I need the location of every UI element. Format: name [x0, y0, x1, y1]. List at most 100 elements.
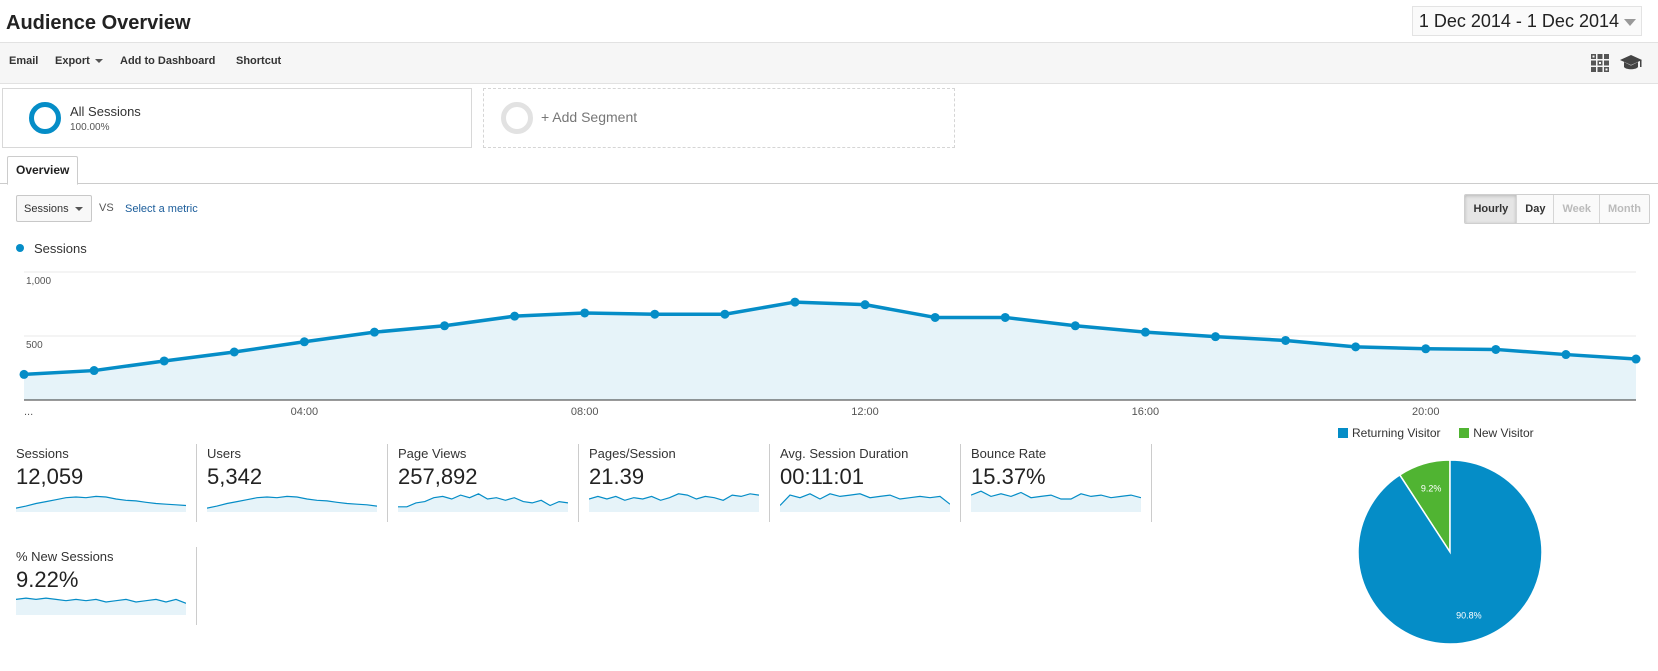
scorecard-label: Sessions [16, 446, 69, 461]
segment-all-sessions[interactable]: All Sessions 100.00% [2, 88, 472, 148]
sparkline [589, 493, 759, 512]
date-range-label: 1 Dec 2014 - 1 Dec 2014 [1418, 11, 1619, 31]
page-title: Audience Overview [6, 12, 191, 34]
data-point[interactable] [19, 369, 29, 379]
pie-slice-label: 9.2% [1421, 484, 1442, 494]
data-point[interactable] [440, 321, 450, 331]
scorecard-value: 00:11:01 [780, 464, 865, 489]
segment-donut-icon [29, 102, 61, 134]
x-tick-label: 20:00 [1412, 406, 1440, 418]
data-point[interactable] [860, 300, 870, 310]
data-point[interactable] [720, 309, 730, 319]
x-tick-label: ... [24, 406, 33, 418]
grid-icon[interactable] [1590, 53, 1610, 73]
data-point[interactable] [89, 366, 99, 376]
sessions-line [23, 300, 1637, 377]
tab-overview[interactable]: Overview [7, 156, 79, 185]
scorecard-page-views[interactable]: Page Views 257,892 [398, 446, 578, 524]
data-point[interactable] [1631, 354, 1641, 364]
sparkline [398, 493, 568, 512]
data-point[interactable] [510, 311, 520, 321]
data-point[interactable] [1561, 350, 1571, 360]
sparkline-line [207, 495, 377, 509]
export-label: Export [55, 55, 90, 67]
pie-slice-returning-visitor[interactable] [1357, 459, 1543, 645]
data-point[interactable] [1140, 327, 1150, 337]
sessions-area [24, 302, 1636, 400]
scorecard-label: Users [207, 446, 241, 461]
scorecard-divider [1151, 444, 1152, 522]
granularity-week-button: Week [1553, 195, 1600, 223]
add-to-dashboard-button[interactable]: Add to Dashboard [120, 55, 216, 67]
sparkline-line [16, 597, 186, 604]
scorecard-label: Page Views [398, 446, 467, 461]
chevron-down-icon [75, 207, 83, 211]
data-point[interactable] [159, 356, 169, 366]
scorecard-divider [196, 444, 197, 522]
y-tick-label: 1,000 [26, 276, 51, 287]
sparkline-line [589, 493, 759, 501]
scorecard-value: 21.39 [589, 464, 645, 489]
sparkline-line [398, 493, 568, 508]
report-toolbar: Email Export Add to Dashboard Shortcut [0, 42, 1658, 84]
data-point[interactable] [299, 337, 309, 347]
scorecard-pages-session[interactable]: Pages/Session 21.39 [589, 446, 769, 524]
scorecard-value: 257,892 [398, 464, 478, 489]
data-point[interactable] [650, 309, 660, 319]
pie-slice-label: 90.8% [1456, 610, 1482, 620]
scorecard-new-sessions[interactable]: % New Sessions 9.22% [16, 549, 196, 627]
visitor-type-pie-chart: 9.2% 90.8% [1357, 459, 1543, 645]
segment-name: All Sessions [70, 104, 141, 119]
date-range-picker[interactable]: 1 Dec 2014 - 1 Dec 2014 [1411, 6, 1642, 36]
metric-select[interactable]: Sessions [16, 195, 92, 222]
data-point[interactable] [369, 327, 379, 337]
data-point[interactable] [580, 308, 590, 318]
scorecard-value: 5,342 [207, 464, 263, 489]
shortcut-button[interactable]: Shortcut [236, 55, 282, 67]
granularity-hourly-button[interactable]: Hourly [1465, 195, 1517, 223]
data-point[interactable] [1281, 335, 1291, 345]
select-metric-link[interactable]: Select a metric [125, 203, 198, 215]
sparkline [16, 597, 186, 615]
legend-swatch-returning [1338, 428, 1348, 438]
data-point[interactable] [1000, 312, 1010, 322]
scorecard-divider [960, 444, 961, 522]
empty-segment-icon [501, 102, 533, 134]
vs-label: VS [99, 202, 114, 214]
export-button[interactable]: Export [55, 55, 103, 67]
scorecard-label: Avg. Session Duration [780, 446, 909, 461]
data-point[interactable] [1351, 342, 1361, 352]
sparkline [207, 495, 377, 512]
scorecard-avg-session-duration[interactable]: Avg. Session Duration 00:11:01 [780, 446, 960, 524]
data-point[interactable] [229, 347, 239, 357]
legend-label-sessions: Sessions [34, 241, 87, 256]
granularity-day-button[interactable]: Day [1516, 195, 1554, 223]
scorecard-sessions[interactable]: Sessions 12,059 [16, 446, 196, 524]
data-point[interactable] [1421, 344, 1431, 354]
data-point[interactable] [1070, 321, 1080, 331]
segment-percent: 100.00% [70, 122, 110, 133]
sparkline-area [16, 496, 186, 512]
add-segment-button[interactable]: + Add Segment [483, 88, 955, 148]
graduation-cap-icon[interactable] [1619, 53, 1643, 73]
sparkline-area [398, 493, 568, 512]
scorecard-users[interactable]: Users 5,342 [207, 446, 387, 524]
scorecard-label: Pages/Session [589, 446, 676, 461]
x-tick-label: 04:00 [291, 406, 319, 418]
email-button[interactable]: Email [9, 55, 39, 67]
sparkline-area [16, 598, 186, 615]
metric-select-value: Sessions [24, 203, 69, 215]
granularity-toggle: Hourly Day Week Month [1464, 194, 1650, 224]
scorecard-divider [578, 444, 579, 522]
scorecard-bounce-rate[interactable]: Bounce Rate 15.37% [971, 446, 1151, 524]
sparkline-line [971, 490, 1141, 500]
chevron-down-icon [1624, 19, 1636, 26]
sparkline [971, 490, 1141, 512]
x-tick-label: 16:00 [1132, 406, 1160, 418]
data-point[interactable] [1210, 332, 1220, 342]
data-point[interactable] [1491, 344, 1501, 354]
data-point[interactable] [790, 297, 800, 307]
data-point[interactable] [930, 312, 940, 322]
granularity-month-button: Month [1599, 195, 1649, 223]
y-tick-label: 500 [26, 340, 43, 351]
